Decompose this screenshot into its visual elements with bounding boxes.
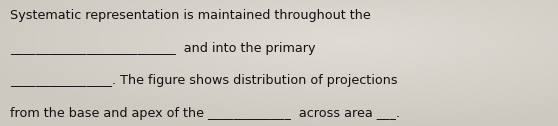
Text: __________________________  and into the primary: __________________________ and into the …	[10, 42, 315, 55]
Text: ________________. The figure shows distribution of projections: ________________. The figure shows distr…	[10, 74, 398, 87]
Text: Systematic representation is maintained throughout the: Systematic representation is maintained …	[10, 9, 371, 22]
Text: from the base and apex of the _____________  across area ___.: from the base and apex of the __________…	[10, 107, 400, 120]
